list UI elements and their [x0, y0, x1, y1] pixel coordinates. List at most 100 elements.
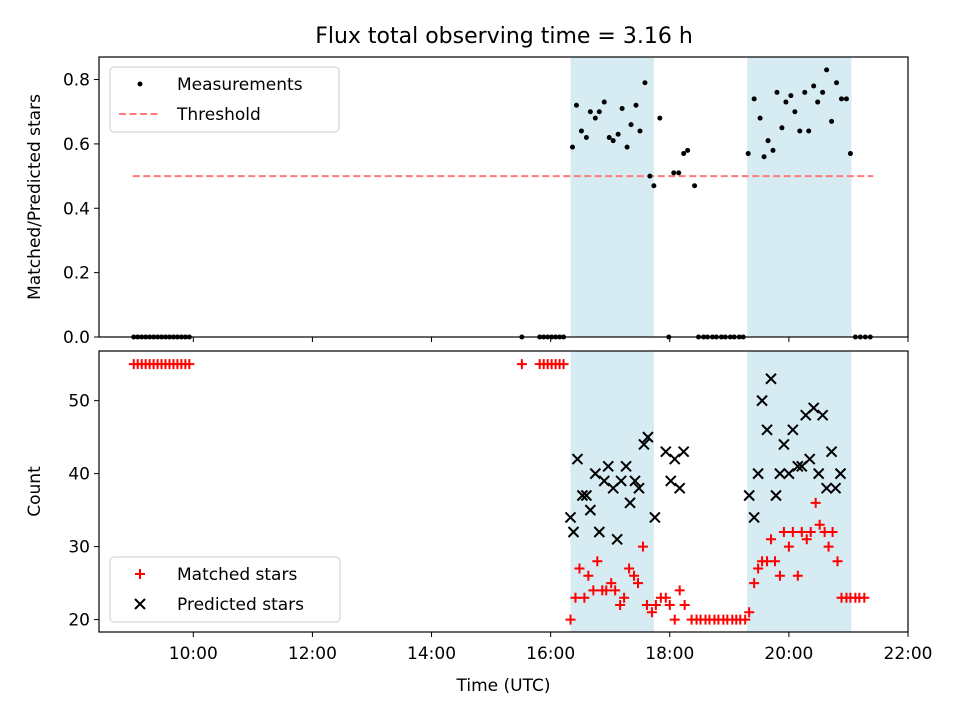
- data-point: [774, 89, 780, 95]
- y-axis-label: Matched/Predicted stars: [25, 94, 45, 300]
- data-point: [567, 526, 580, 538]
- shaded-interval-2: [747, 57, 852, 337]
- data-point: [812, 467, 825, 480]
- data-point: [628, 122, 634, 128]
- data-point: [624, 144, 630, 150]
- data-point: [787, 424, 799, 436]
- ratio-panel: 0.0 0.2 0.4 0.6 0.8 Matched/Predicted stars Me…: [25, 56, 909, 348]
- data-point: [641, 599, 652, 610]
- plot-frame: [98, 350, 909, 633]
- data-point: [619, 592, 630, 603]
- y-tick-label: 20: [68, 611, 90, 631]
- data-point: [569, 144, 575, 150]
- data-point: [660, 446, 672, 458]
- data-point: [834, 80, 840, 86]
- data-point: [679, 599, 690, 610]
- data-point: [571, 453, 584, 465]
- data-point: [642, 431, 654, 443]
- data-point: [624, 497, 636, 509]
- data-point: [606, 578, 617, 589]
- legend-box: [109, 556, 341, 623]
- data-point: [783, 99, 789, 105]
- data-point: [184, 359, 195, 370]
- data-point: [583, 134, 589, 140]
- data-point: [657, 115, 663, 121]
- data-point: [592, 115, 598, 121]
- data-point: [681, 151, 687, 157]
- data-point: [829, 118, 835, 124]
- data-point: [624, 563, 635, 574]
- series-matched-stars: [128, 359, 870, 625]
- data-point: [638, 438, 650, 451]
- data-point: [801, 534, 812, 545]
- shaded-interval-1: [570, 57, 654, 337]
- data-point: [820, 89, 826, 95]
- data-point: [761, 154, 767, 160]
- data-point: [829, 482, 842, 494]
- data-point: [574, 563, 585, 574]
- data-point: [610, 138, 616, 144]
- count-panel: 20 30 40 50 10:00 12:00 14:00 16:00 18:00 20:00 22…: [25, 350, 933, 696]
- legend: Matched stars Predicted stars: [109, 556, 341, 623]
- data-point: [757, 115, 763, 121]
- data-point: [774, 467, 786, 480]
- data-point: [642, 80, 648, 86]
- y-tick-label: 40: [68, 465, 90, 485]
- legend-marker: [134, 598, 146, 610]
- data-point: [823, 541, 834, 552]
- data-point: [774, 570, 785, 581]
- data-point: [788, 93, 794, 99]
- data-point: [692, 183, 698, 189]
- data-point: [629, 475, 641, 487]
- data-point: [745, 151, 751, 157]
- data-point: [761, 424, 773, 436]
- data-point: [827, 527, 838, 538]
- data-point: [743, 489, 755, 502]
- data-point: [779, 125, 785, 131]
- data-point: [651, 183, 657, 189]
- legend-marker: [135, 569, 145, 579]
- legend: Measurements Threshold: [109, 66, 340, 133]
- data-point: [804, 453, 816, 465]
- data-point: [677, 446, 690, 458]
- data-point: [593, 526, 605, 538]
- data-point: [649, 511, 661, 524]
- data-point: [516, 359, 527, 370]
- data-point: [602, 460, 614, 473]
- data-point: [740, 614, 751, 625]
- legend-label: Measurements: [177, 75, 303, 95]
- x-tick-label: 12:00: [288, 644, 337, 664]
- legend-label: Predicted stars: [177, 595, 304, 615]
- data-point: [766, 534, 777, 545]
- data-point: [816, 409, 829, 421]
- data-point: [637, 541, 648, 552]
- data-point: [573, 102, 579, 108]
- data-point: [646, 607, 657, 618]
- data-point: [859, 592, 870, 603]
- x-tick-label: 18:00: [645, 644, 694, 664]
- data-point: [619, 105, 625, 111]
- data-point: [805, 527, 816, 538]
- x-tick-label: 22:00: [884, 644, 933, 664]
- data-point: [650, 599, 661, 610]
- data-point: [843, 96, 849, 102]
- y-axis-label: Count: [25, 466, 45, 517]
- x-axis-label: Time (UTC): [456, 676, 551, 696]
- data-point: [770, 147, 776, 153]
- data-point: [629, 570, 640, 581]
- data-point: [664, 599, 675, 610]
- data-point: [579, 592, 590, 603]
- data-point: [665, 475, 677, 487]
- data-point: [669, 453, 681, 465]
- data-point: [815, 99, 821, 105]
- data-point: [610, 585, 621, 596]
- data-point: [752, 467, 764, 480]
- data-point: [825, 446, 838, 458]
- data-point: [673, 482, 686, 494]
- data-point: [615, 475, 627, 487]
- data-point: [588, 585, 599, 596]
- data-point: [576, 489, 589, 502]
- data-point: [671, 170, 677, 176]
- data-point: [806, 128, 812, 134]
